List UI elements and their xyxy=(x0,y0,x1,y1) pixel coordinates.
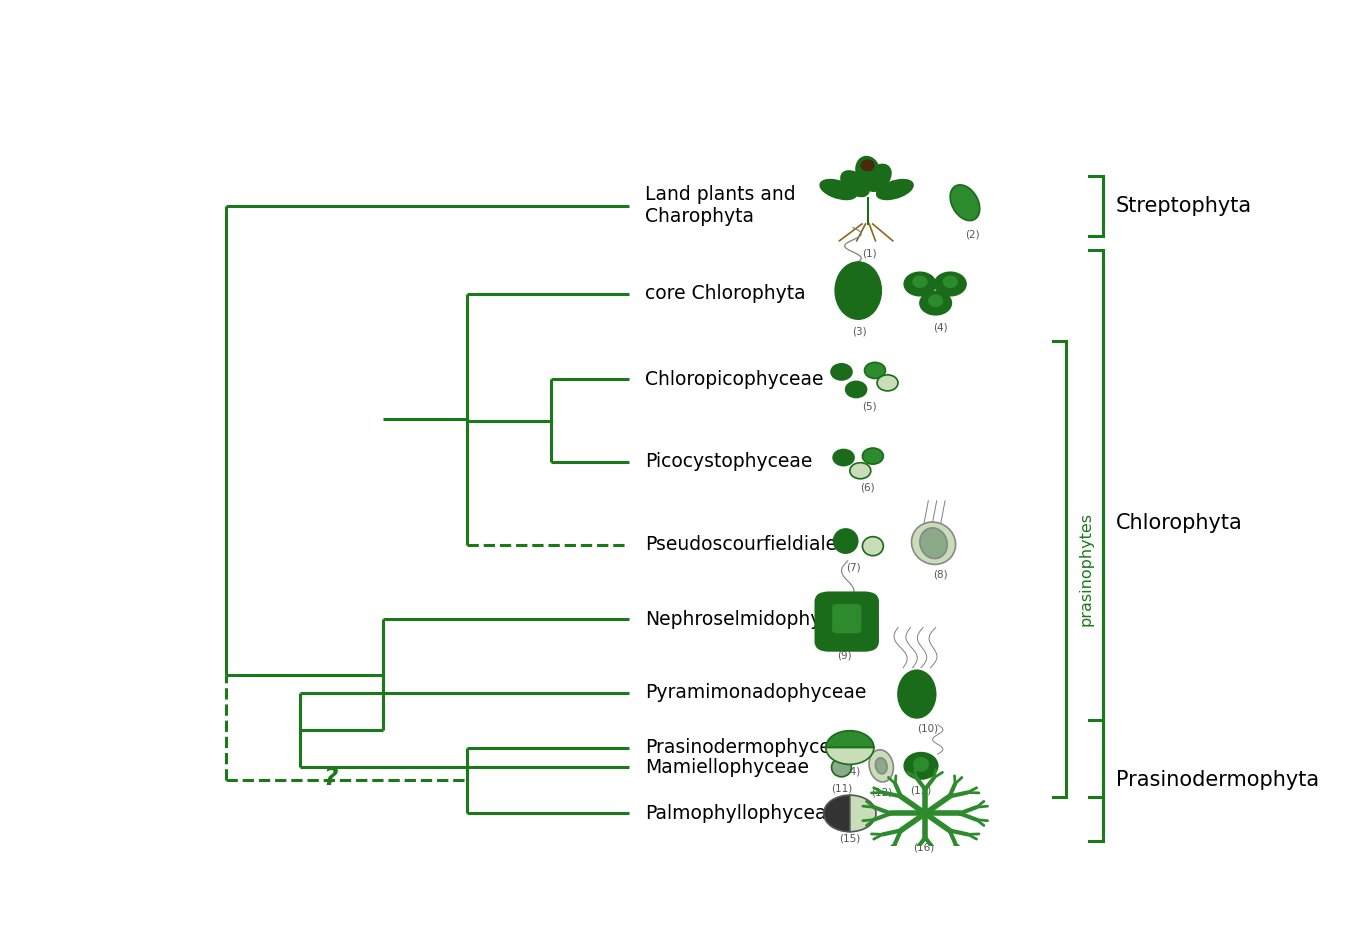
Ellipse shape xyxy=(929,296,942,306)
Text: ?: ? xyxy=(324,767,338,790)
FancyBboxPatch shape xyxy=(832,604,861,633)
Ellipse shape xyxy=(834,529,857,553)
Ellipse shape xyxy=(832,364,852,380)
Ellipse shape xyxy=(913,277,926,287)
Text: (14): (14) xyxy=(840,767,861,777)
Ellipse shape xyxy=(845,381,867,398)
Text: Nephroselmidophyceae: Nephroselmidophyceae xyxy=(645,610,865,629)
Ellipse shape xyxy=(950,184,980,221)
Wedge shape xyxy=(850,795,876,832)
Text: Prasinodermophyta: Prasinodermophyta xyxy=(1115,770,1319,790)
Text: core Chlorophyta: core Chlorophyta xyxy=(645,284,806,303)
FancyBboxPatch shape xyxy=(815,592,878,650)
Ellipse shape xyxy=(878,375,898,391)
Text: Pseudoscourfieldiales: Pseudoscourfieldiales xyxy=(645,535,846,554)
Ellipse shape xyxy=(904,752,938,779)
Text: Pyramimonadophyceae: Pyramimonadophyceae xyxy=(645,683,867,702)
Text: prasinophytes: prasinophytes xyxy=(1079,512,1094,626)
Text: (16): (16) xyxy=(913,843,934,853)
Text: (8): (8) xyxy=(934,570,948,579)
Text: Chlorophyta: Chlorophyta xyxy=(1115,514,1242,534)
Wedge shape xyxy=(826,747,873,765)
Text: Palmophyllophyceae: Palmophyllophyceae xyxy=(645,804,838,823)
Wedge shape xyxy=(826,730,873,747)
Text: (7): (7) xyxy=(845,562,860,573)
Text: Picocystophyceae: Picocystophyceae xyxy=(645,453,813,472)
Ellipse shape xyxy=(841,171,869,197)
Text: Land plants and
Charophyta: Land plants and Charophyta xyxy=(645,185,795,226)
Ellipse shape xyxy=(914,758,929,771)
Ellipse shape xyxy=(836,262,882,320)
Ellipse shape xyxy=(944,277,957,287)
Text: Prasinodermophyceae: Prasinodermophyceae xyxy=(645,738,853,757)
Ellipse shape xyxy=(875,758,887,774)
Text: (9): (9) xyxy=(837,650,852,661)
Ellipse shape xyxy=(863,536,883,555)
Text: (2): (2) xyxy=(965,229,980,239)
Ellipse shape xyxy=(821,180,856,200)
Text: Mamiellophyceae: Mamiellophyceae xyxy=(645,758,809,777)
Ellipse shape xyxy=(919,528,948,558)
Text: (5): (5) xyxy=(863,401,878,411)
Text: (10): (10) xyxy=(917,724,938,733)
Ellipse shape xyxy=(869,749,894,782)
Ellipse shape xyxy=(856,157,879,184)
Ellipse shape xyxy=(898,670,936,718)
Text: Chloropicophyceae: Chloropicophyceae xyxy=(645,370,824,389)
Ellipse shape xyxy=(911,522,956,565)
Ellipse shape xyxy=(864,362,886,378)
Text: (11): (11) xyxy=(832,784,852,793)
Ellipse shape xyxy=(861,161,873,170)
Wedge shape xyxy=(824,795,850,832)
Text: Streptophyta: Streptophyta xyxy=(1115,196,1251,216)
Text: (6): (6) xyxy=(860,482,875,493)
Ellipse shape xyxy=(919,291,952,315)
Text: (12): (12) xyxy=(871,787,892,798)
Ellipse shape xyxy=(832,758,852,777)
Text: (13): (13) xyxy=(910,786,932,796)
Ellipse shape xyxy=(934,272,967,296)
Text: (3): (3) xyxy=(852,326,867,337)
Ellipse shape xyxy=(904,272,936,296)
Ellipse shape xyxy=(865,165,891,191)
Ellipse shape xyxy=(876,180,913,200)
Text: (15): (15) xyxy=(840,834,861,844)
Ellipse shape xyxy=(863,448,883,464)
Text: (1): (1) xyxy=(863,248,878,258)
Ellipse shape xyxy=(850,463,871,478)
Text: (4): (4) xyxy=(934,322,948,333)
Ellipse shape xyxy=(833,450,855,466)
